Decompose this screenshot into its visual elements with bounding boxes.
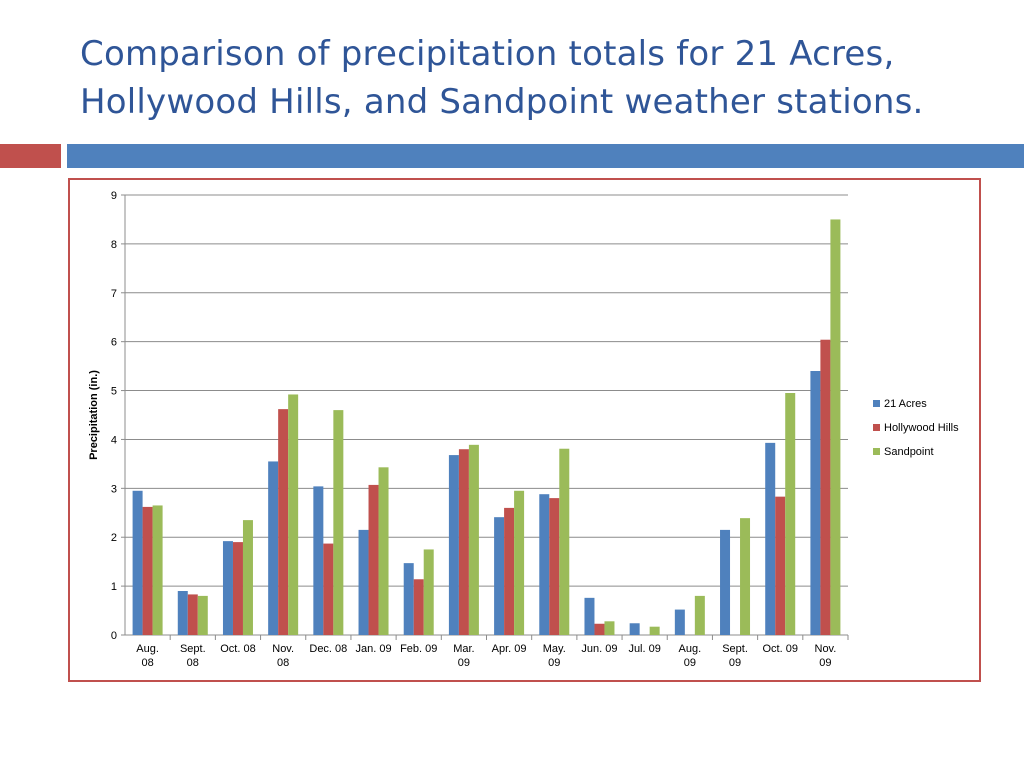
bar-sandpoint xyxy=(604,621,615,635)
x-tick-label: 09 xyxy=(684,657,696,669)
bar-21-acres xyxy=(448,455,459,635)
x-tick-label: 08 xyxy=(277,657,289,669)
legend-swatch xyxy=(873,448,880,455)
x-tick-label: 08 xyxy=(141,657,153,669)
y-tick-label: 7 xyxy=(111,288,117,300)
bar-hollywood-hills xyxy=(775,496,786,635)
x-tick-label: Aug. xyxy=(136,643,159,655)
x-tick-label: Jun. 09 xyxy=(581,643,617,655)
bar-hollywood-hills xyxy=(458,449,469,635)
bar-sandpoint xyxy=(333,410,344,635)
bar-hollywood-hills xyxy=(187,594,198,635)
bar-21-acres xyxy=(358,529,369,635)
x-tick-label: Aug. xyxy=(679,643,702,655)
y-axis-title: Precipitation (in.) xyxy=(88,370,100,460)
bar-sandpoint xyxy=(197,595,208,635)
bar-hollywood-hills xyxy=(594,623,605,635)
bar-hollywood-hills xyxy=(413,579,424,635)
x-tick-label: 09 xyxy=(548,657,560,669)
y-tick-label: 4 xyxy=(111,434,117,446)
bar-sandpoint xyxy=(242,520,253,635)
accent-bar-blue xyxy=(67,144,1024,168)
bar-hollywood-hills xyxy=(232,542,243,635)
bar-hollywood-hills xyxy=(820,339,831,635)
bar-21-acres xyxy=(584,597,595,635)
y-tick-label: 1 xyxy=(111,581,117,593)
bar-sandpoint xyxy=(152,505,163,635)
x-tick-label: 09 xyxy=(729,657,741,669)
x-tick-label: Nov. xyxy=(815,643,837,655)
bar-sandpoint xyxy=(740,518,751,635)
bar-sandpoint xyxy=(288,394,299,635)
legend-label: Hollywood Hills xyxy=(884,422,959,434)
x-tick-label: Sept. xyxy=(180,643,206,655)
bar-sandpoint xyxy=(378,467,389,635)
x-tick-label: Jul. 09 xyxy=(628,643,660,655)
y-tick-label: 6 xyxy=(111,337,117,349)
bar-21-acres xyxy=(313,486,324,635)
precipitation-bar-chart: 0 1 2 3 4 5 6 7 8 9 Precipitation (in.) Aug. 08 Sept.… xyxy=(88,190,959,669)
bar-21-acres xyxy=(720,529,731,635)
y-tick-label: 5 xyxy=(111,386,117,398)
bar-sandpoint xyxy=(468,444,479,635)
x-tick-label: Feb. 09 xyxy=(400,643,437,655)
bar-sandpoint xyxy=(649,626,660,635)
bar-21-acres xyxy=(403,563,414,635)
slide-title-line-2: Hollywood Hills, and Sandpoint weather s… xyxy=(80,82,924,122)
bar-hollywood-hills xyxy=(323,543,334,635)
x-tick-label: Oct. 08 xyxy=(220,643,255,655)
slide-title-line-1: Comparison of precipitation totals for 2… xyxy=(80,34,895,74)
bar-sandpoint xyxy=(785,393,796,635)
bar-21-acres xyxy=(810,371,821,635)
slide-title: Comparison of precipitation totals for 2… xyxy=(80,30,1000,126)
x-tick-label: May. xyxy=(543,643,566,655)
x-tick-label: Dec. 08 xyxy=(309,643,347,655)
legend-swatch xyxy=(873,400,880,407)
bar-sandpoint xyxy=(423,549,434,635)
bar-hollywood-hills xyxy=(504,507,515,635)
y-tick-label: 0 xyxy=(111,630,117,642)
bar-sandpoint xyxy=(559,448,570,635)
bar-hollywood-hills xyxy=(142,506,153,635)
y-tick-label: 8 xyxy=(111,239,117,251)
legend-swatch xyxy=(873,424,880,431)
x-tick-label: 08 xyxy=(187,657,199,669)
x-tick-label: 09 xyxy=(819,657,831,669)
x-tick-label: Jan. 09 xyxy=(355,643,391,655)
x-tick-label: Nov. xyxy=(272,643,294,655)
legend-label: 21 Acres xyxy=(884,398,927,410)
bar-21-acres xyxy=(539,494,550,635)
bar-21-acres xyxy=(222,541,233,635)
bar-21-acres xyxy=(674,609,685,635)
bar-hollywood-hills xyxy=(368,484,379,635)
accent-bar-red xyxy=(0,144,61,168)
chart-frame: 0 1 2 3 4 5 6 7 8 9 Precipitation (in.) Aug. 08 Sept.… xyxy=(68,178,981,682)
x-tick-label: 09 xyxy=(458,657,470,669)
x-tick-label: Sept. xyxy=(722,643,748,655)
bar-21-acres xyxy=(765,442,776,635)
bar-hollywood-hills xyxy=(549,498,560,635)
bar-21-acres xyxy=(132,490,143,635)
bar-hollywood-hills xyxy=(278,409,289,635)
bar-21-acres xyxy=(494,517,505,635)
legend-label: Sandpoint xyxy=(884,446,934,458)
bar-21-acres xyxy=(268,461,279,635)
bar-sandpoint xyxy=(830,219,841,635)
x-tick-label: Apr. 09 xyxy=(492,643,527,655)
x-tick-label: Mar. xyxy=(453,643,474,655)
y-tick-label: 9 xyxy=(111,190,117,202)
x-tick-label: Oct. 09 xyxy=(762,643,797,655)
bar-21-acres xyxy=(177,591,188,635)
y-tick-label: 2 xyxy=(111,532,117,544)
bar-sandpoint xyxy=(694,595,705,635)
bar-sandpoint xyxy=(514,490,525,635)
bar-21-acres xyxy=(629,623,640,635)
y-tick-label: 3 xyxy=(111,483,117,495)
